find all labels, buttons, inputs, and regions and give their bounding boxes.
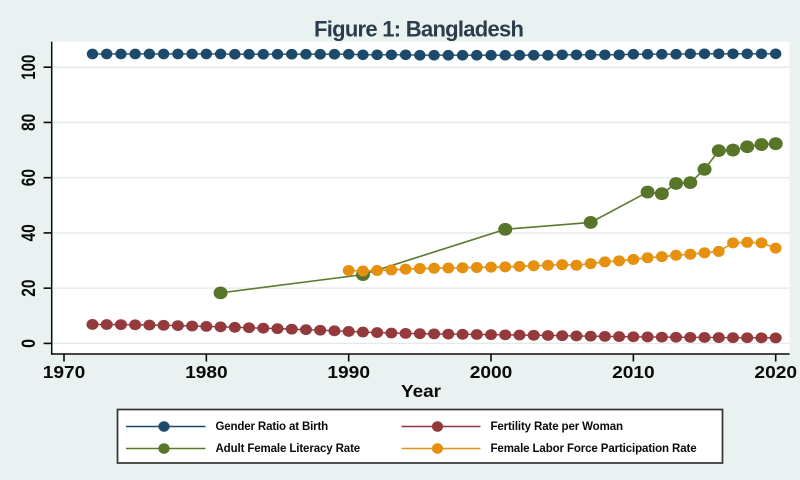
svg-text:Female Labor Force Participati: Female Labor Force Participation Rate bbox=[491, 443, 697, 455]
svg-text:Fertility Rate per Woman: Fertility Rate per Woman bbox=[491, 421, 624, 433]
svg-text:40: 40 bbox=[18, 224, 40, 241]
svg-text:0: 0 bbox=[18, 339, 40, 348]
svg-text:20: 20 bbox=[18, 279, 40, 296]
svg-text:60: 60 bbox=[18, 169, 40, 186]
svg-text:100: 100 bbox=[18, 55, 40, 80]
svg-text:1970: 1970 bbox=[43, 362, 86, 382]
svg-text:80: 80 bbox=[18, 114, 40, 131]
svg-text:2020: 2020 bbox=[754, 362, 797, 382]
svg-text:Gender Ratio at Birth: Gender Ratio at Birth bbox=[216, 421, 329, 433]
svg-text:Adult Female Literacy Rate: Adult Female Literacy Rate bbox=[216, 443, 361, 455]
svg-text:1980: 1980 bbox=[185, 362, 228, 382]
svg-text:1990: 1990 bbox=[327, 362, 370, 382]
svg-text:2010: 2010 bbox=[612, 362, 655, 382]
svg-text:Year: Year bbox=[401, 382, 441, 401]
svg-text:2000: 2000 bbox=[470, 362, 513, 382]
svg-text:Figure 1: Bangladesh: Figure 1: Bangladesh bbox=[314, 16, 524, 41]
